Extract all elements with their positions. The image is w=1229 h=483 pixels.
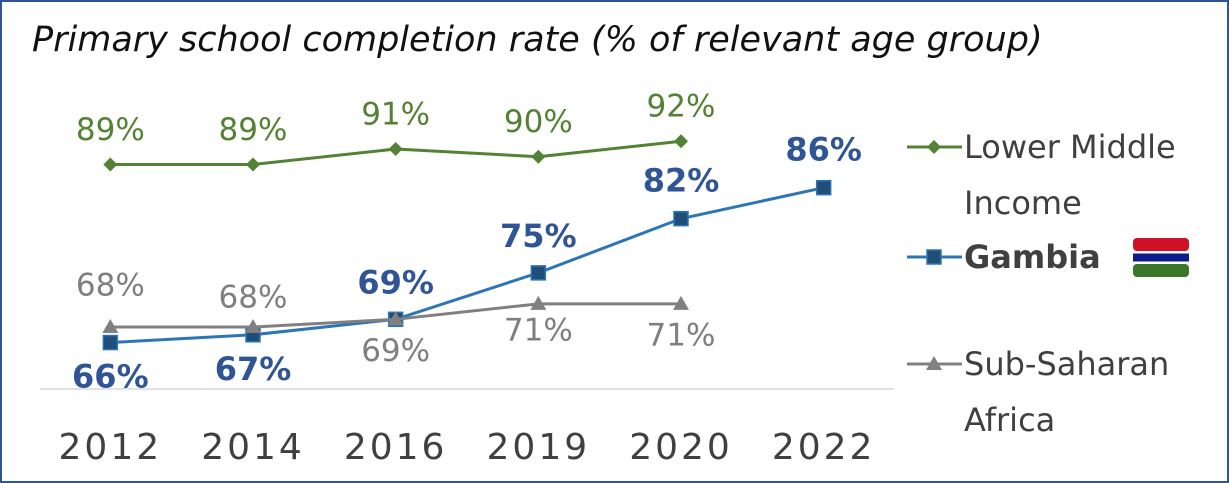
data-point [246, 157, 260, 172]
x-tick-label: 2016 [344, 427, 448, 468]
data-point [102, 334, 119, 351]
data-label: 75% [500, 217, 577, 255]
legend-label: Gambia [964, 238, 1101, 276]
data-label: 71% [504, 312, 573, 348]
data-point [673, 295, 689, 310]
legend-label: Lower Middle Income [964, 128, 1176, 222]
data-label: 66% [72, 358, 149, 396]
data-point [673, 210, 689, 227]
data-label: 68% [76, 268, 145, 304]
data-point [388, 141, 403, 156]
data-label: 86% [785, 131, 862, 169]
x-tick-label: 2014 [201, 427, 305, 468]
x-tick-label: 2019 [487, 427, 591, 468]
data-point [102, 319, 119, 334]
data-point [531, 149, 546, 164]
data-point [245, 319, 261, 334]
legend-swatch-marker [927, 140, 941, 154]
data-point [674, 134, 688, 149]
data-label: 82% [643, 162, 720, 200]
chart-title: Primary school completion rate (% of rel… [32, 20, 1043, 60]
data-label: 69% [357, 263, 434, 301]
series-line [110, 186, 824, 345]
x-tick-label: 2020 [629, 427, 733, 468]
data-point [815, 179, 832, 196]
data-label: 92% [647, 89, 716, 125]
data-label: 91% [361, 96, 430, 132]
data-point [103, 157, 118, 172]
x-tick-label: 2012 [59, 427, 163, 468]
gambia-flag [1133, 238, 1189, 277]
data-label: 90% [504, 104, 573, 140]
data-label: 89% [219, 112, 288, 148]
data-point [387, 311, 404, 326]
legend-label: Sub-Saharan Africa [964, 345, 1170, 439]
legend-swatch-marker [926, 356, 942, 370]
data-label: 69% [361, 333, 430, 369]
data-label: 68% [219, 280, 288, 316]
data-label: 67% [215, 350, 292, 388]
data-point [530, 295, 547, 310]
data-point [530, 265, 547, 281]
legend-swatch-marker [926, 249, 942, 265]
data-label: 71% [647, 317, 716, 353]
x-tick-label: 2022 [772, 427, 876, 468]
data-label: 89% [76, 112, 145, 148]
